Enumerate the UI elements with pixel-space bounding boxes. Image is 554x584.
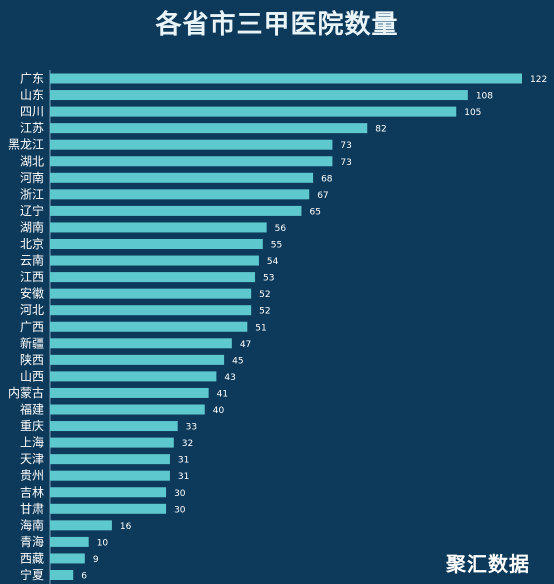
category-label: 贵州	[20, 469, 44, 483]
bar	[50, 487, 167, 498]
bar	[50, 338, 232, 349]
value-label: 6	[81, 572, 87, 582]
category-label: 四川	[20, 105, 44, 119]
bar	[50, 387, 209, 398]
bar	[50, 73, 522, 84]
value-label: 32	[182, 439, 193, 449]
bar	[50, 172, 314, 183]
category-label: 内蒙古	[8, 385, 44, 400]
bar	[50, 520, 112, 531]
value-label: 122	[530, 75, 547, 85]
category-label: 宁夏	[20, 567, 44, 582]
value-label: 30	[174, 505, 186, 515]
value-label: 67	[317, 191, 328, 201]
category-label: 浙江	[20, 187, 44, 201]
value-label: 45	[232, 356, 243, 366]
bar	[50, 437, 174, 448]
category-label: 山东	[20, 88, 44, 102]
value-label: 52	[259, 307, 270, 317]
value-label: 47	[240, 340, 251, 350]
category-label: 天津	[20, 452, 44, 466]
source-label: 聚汇数据	[446, 552, 530, 576]
category-label: 新疆	[20, 335, 44, 350]
value-label: 10	[97, 538, 109, 548]
bar	[50, 536, 89, 547]
value-label: 56	[275, 224, 287, 234]
value-label: 108	[476, 92, 493, 102]
bar	[50, 139, 333, 150]
category-label: 上海	[20, 435, 44, 450]
value-label: 43	[224, 373, 235, 383]
value-label: 55	[271, 241, 282, 251]
category-label: 辽宁	[20, 203, 44, 218]
bar	[50, 222, 267, 233]
category-label: 吉林	[20, 485, 44, 499]
value-label: 16	[120, 522, 132, 532]
value-label: 53	[263, 274, 274, 284]
bar	[50, 205, 302, 216]
bar	[50, 189, 310, 200]
bar	[50, 123, 368, 134]
category-label: 江西	[20, 270, 44, 284]
value-label: 73	[340, 141, 351, 151]
category-label: 黑龙江	[8, 138, 44, 152]
value-label: 52	[259, 290, 270, 300]
category-label: 西藏	[20, 551, 44, 565]
value-label: 65	[309, 207, 320, 217]
bar	[50, 454, 170, 465]
value-label: 31	[178, 456, 189, 466]
bar	[50, 404, 205, 415]
value-label: 54	[267, 257, 279, 267]
bar	[50, 255, 259, 266]
category-label: 河北	[20, 303, 44, 317]
bar	[50, 321, 248, 332]
bar	[50, 354, 225, 365]
bar	[50, 570, 74, 580]
category-label: 河南	[20, 170, 44, 185]
bar	[50, 239, 263, 249]
bar	[50, 90, 468, 101]
category-label: 陕西	[20, 352, 44, 367]
category-label: 重庆	[20, 419, 44, 433]
value-label: 82	[375, 125, 386, 135]
bar	[50, 288, 252, 299]
chart-title: 各省市三甲医院数量	[155, 10, 399, 40]
category-label: 云南	[20, 253, 44, 268]
value-label: 9	[93, 555, 99, 565]
category-label: 福建	[20, 402, 44, 417]
value-label: 40	[213, 406, 225, 416]
value-label: 51	[255, 323, 266, 333]
category-label: 江苏	[20, 121, 44, 135]
bar	[50, 503, 167, 514]
value-label: 31	[178, 472, 189, 482]
category-label: 湖北	[20, 153, 44, 168]
category-label: 安徽	[20, 286, 44, 301]
category-label: 北京	[20, 237, 44, 251]
bar	[50, 305, 252, 316]
bar	[50, 156, 333, 167]
category-label: 甘肃	[20, 502, 44, 516]
bar	[50, 470, 170, 481]
category-label: 广西	[20, 320, 44, 334]
bar	[50, 421, 178, 432]
category-label: 湖南	[20, 219, 44, 234]
category-label: 山西	[20, 369, 44, 383]
category-label: 广东	[20, 72, 44, 86]
bar	[50, 106, 457, 117]
value-label: 68	[321, 174, 333, 184]
value-label: 33	[186, 423, 197, 433]
bar	[50, 272, 256, 283]
bar	[50, 553, 85, 564]
value-label: 30	[174, 489, 186, 499]
value-label: 105	[464, 108, 481, 118]
bar	[50, 371, 217, 382]
value-label: 41	[217, 389, 228, 399]
category-label: 青海	[20, 534, 44, 549]
category-label: 海南	[20, 517, 44, 532]
value-label: 73	[340, 158, 351, 168]
